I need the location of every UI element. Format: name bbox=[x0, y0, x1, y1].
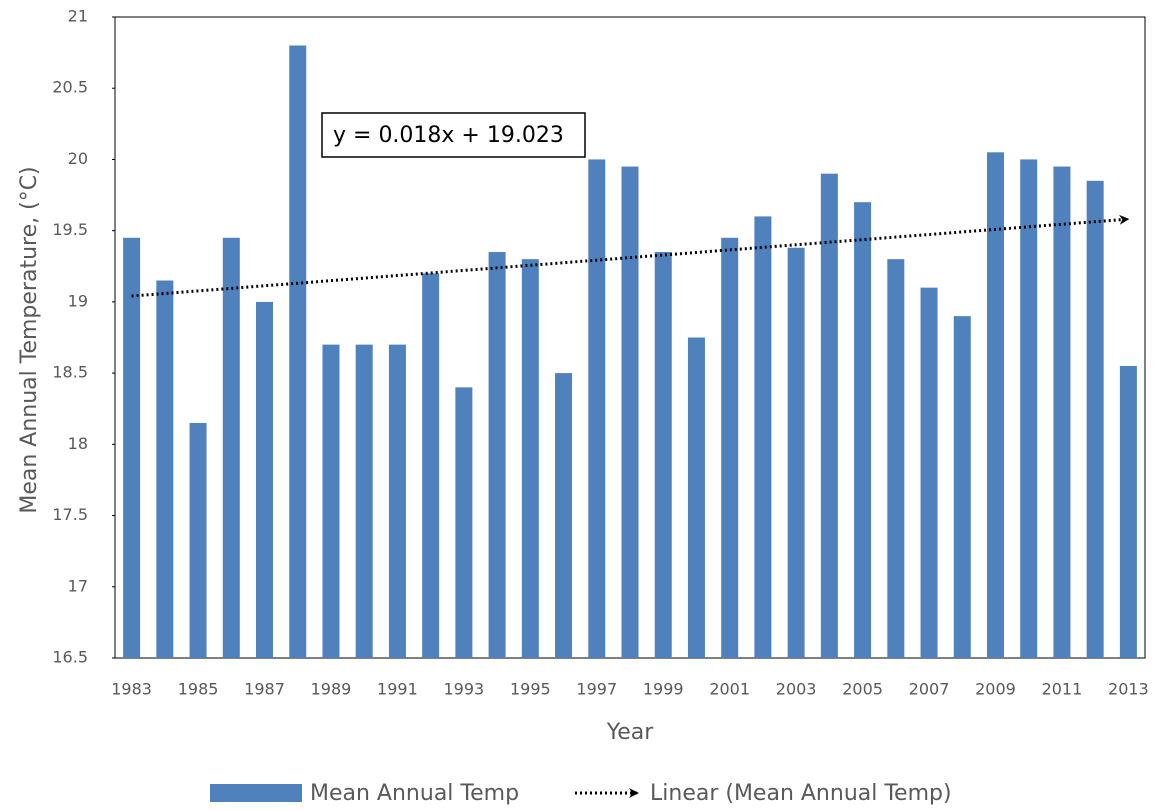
bar bbox=[422, 273, 440, 658]
x-tick-label: 1997 bbox=[576, 680, 617, 699]
bar bbox=[588, 159, 606, 658]
bar bbox=[687, 337, 705, 658]
y-tick-label: 18 bbox=[68, 434, 88, 453]
bar bbox=[521, 259, 539, 658]
bar bbox=[555, 373, 573, 658]
x-tick-label: 1987 bbox=[244, 680, 285, 699]
x-tick-label: 1991 bbox=[377, 680, 418, 699]
bar bbox=[388, 344, 406, 658]
bar bbox=[189, 422, 207, 658]
bar bbox=[123, 237, 141, 659]
x-tick-label: 2011 bbox=[1042, 680, 1083, 699]
bar bbox=[754, 216, 772, 658]
y-tick-label: 21 bbox=[68, 7, 88, 26]
bar bbox=[156, 280, 174, 658]
bar bbox=[887, 259, 905, 658]
bar bbox=[820, 173, 838, 658]
y-tick-label: 20.5 bbox=[52, 78, 88, 97]
y-tick-label: 20 bbox=[68, 149, 88, 168]
y-tick-label: 19 bbox=[68, 291, 88, 310]
y-tick-label: 17 bbox=[68, 576, 88, 595]
bar bbox=[289, 45, 307, 658]
x-tick-label: 1985 bbox=[178, 680, 219, 699]
bar bbox=[455, 387, 473, 658]
bar bbox=[787, 247, 805, 658]
y-tick-label: 17.5 bbox=[52, 505, 88, 524]
bar bbox=[953, 316, 971, 658]
x-tick-label: 2005 bbox=[842, 680, 883, 699]
bar bbox=[355, 344, 373, 658]
legend-label: Mean Annual Temp bbox=[310, 781, 519, 806]
bar bbox=[721, 237, 739, 659]
bar bbox=[920, 287, 938, 658]
trendline bbox=[131, 214, 1130, 298]
legend-swatch bbox=[210, 784, 302, 802]
bar bbox=[854, 202, 872, 658]
bar bbox=[621, 166, 639, 659]
bar bbox=[222, 237, 240, 659]
bar bbox=[986, 152, 1004, 659]
bar bbox=[488, 252, 506, 659]
annotation-box bbox=[321, 112, 586, 158]
x-tick-label: 2001 bbox=[709, 680, 750, 699]
bar bbox=[1020, 159, 1038, 658]
x-tick-label: 2003 bbox=[776, 680, 817, 699]
x-tick-label: 1989 bbox=[311, 680, 352, 699]
y-tick-label: 19.5 bbox=[52, 220, 88, 239]
x-tick-label: 2009 bbox=[975, 680, 1016, 699]
trendline-equation: y = 0.018x + 19.023 bbox=[333, 123, 564, 148]
y-tick-label: 16.5 bbox=[52, 648, 88, 667]
bar bbox=[1086, 180, 1104, 659]
bar bbox=[322, 344, 340, 658]
x-tick-label: 2013 bbox=[1108, 680, 1149, 699]
x-tick-label: 2007 bbox=[909, 680, 950, 699]
x-axis-title: Year bbox=[606, 720, 655, 745]
legend-label: Linear (Mean Annual Temp) bbox=[650, 781, 952, 806]
y-tick-label: 18.5 bbox=[52, 363, 88, 382]
bar bbox=[654, 252, 672, 659]
x-tick-label: 1993 bbox=[444, 680, 485, 699]
bar bbox=[1119, 365, 1137, 658]
bar bbox=[1053, 166, 1071, 659]
x-tick-label: 1999 bbox=[643, 680, 684, 699]
x-tick-label: 1995 bbox=[510, 680, 551, 699]
x-tick-label: 1983 bbox=[111, 680, 152, 699]
y-axis-title: Mean Annual Temperature, (°C) bbox=[17, 166, 42, 513]
bar bbox=[256, 301, 274, 658]
